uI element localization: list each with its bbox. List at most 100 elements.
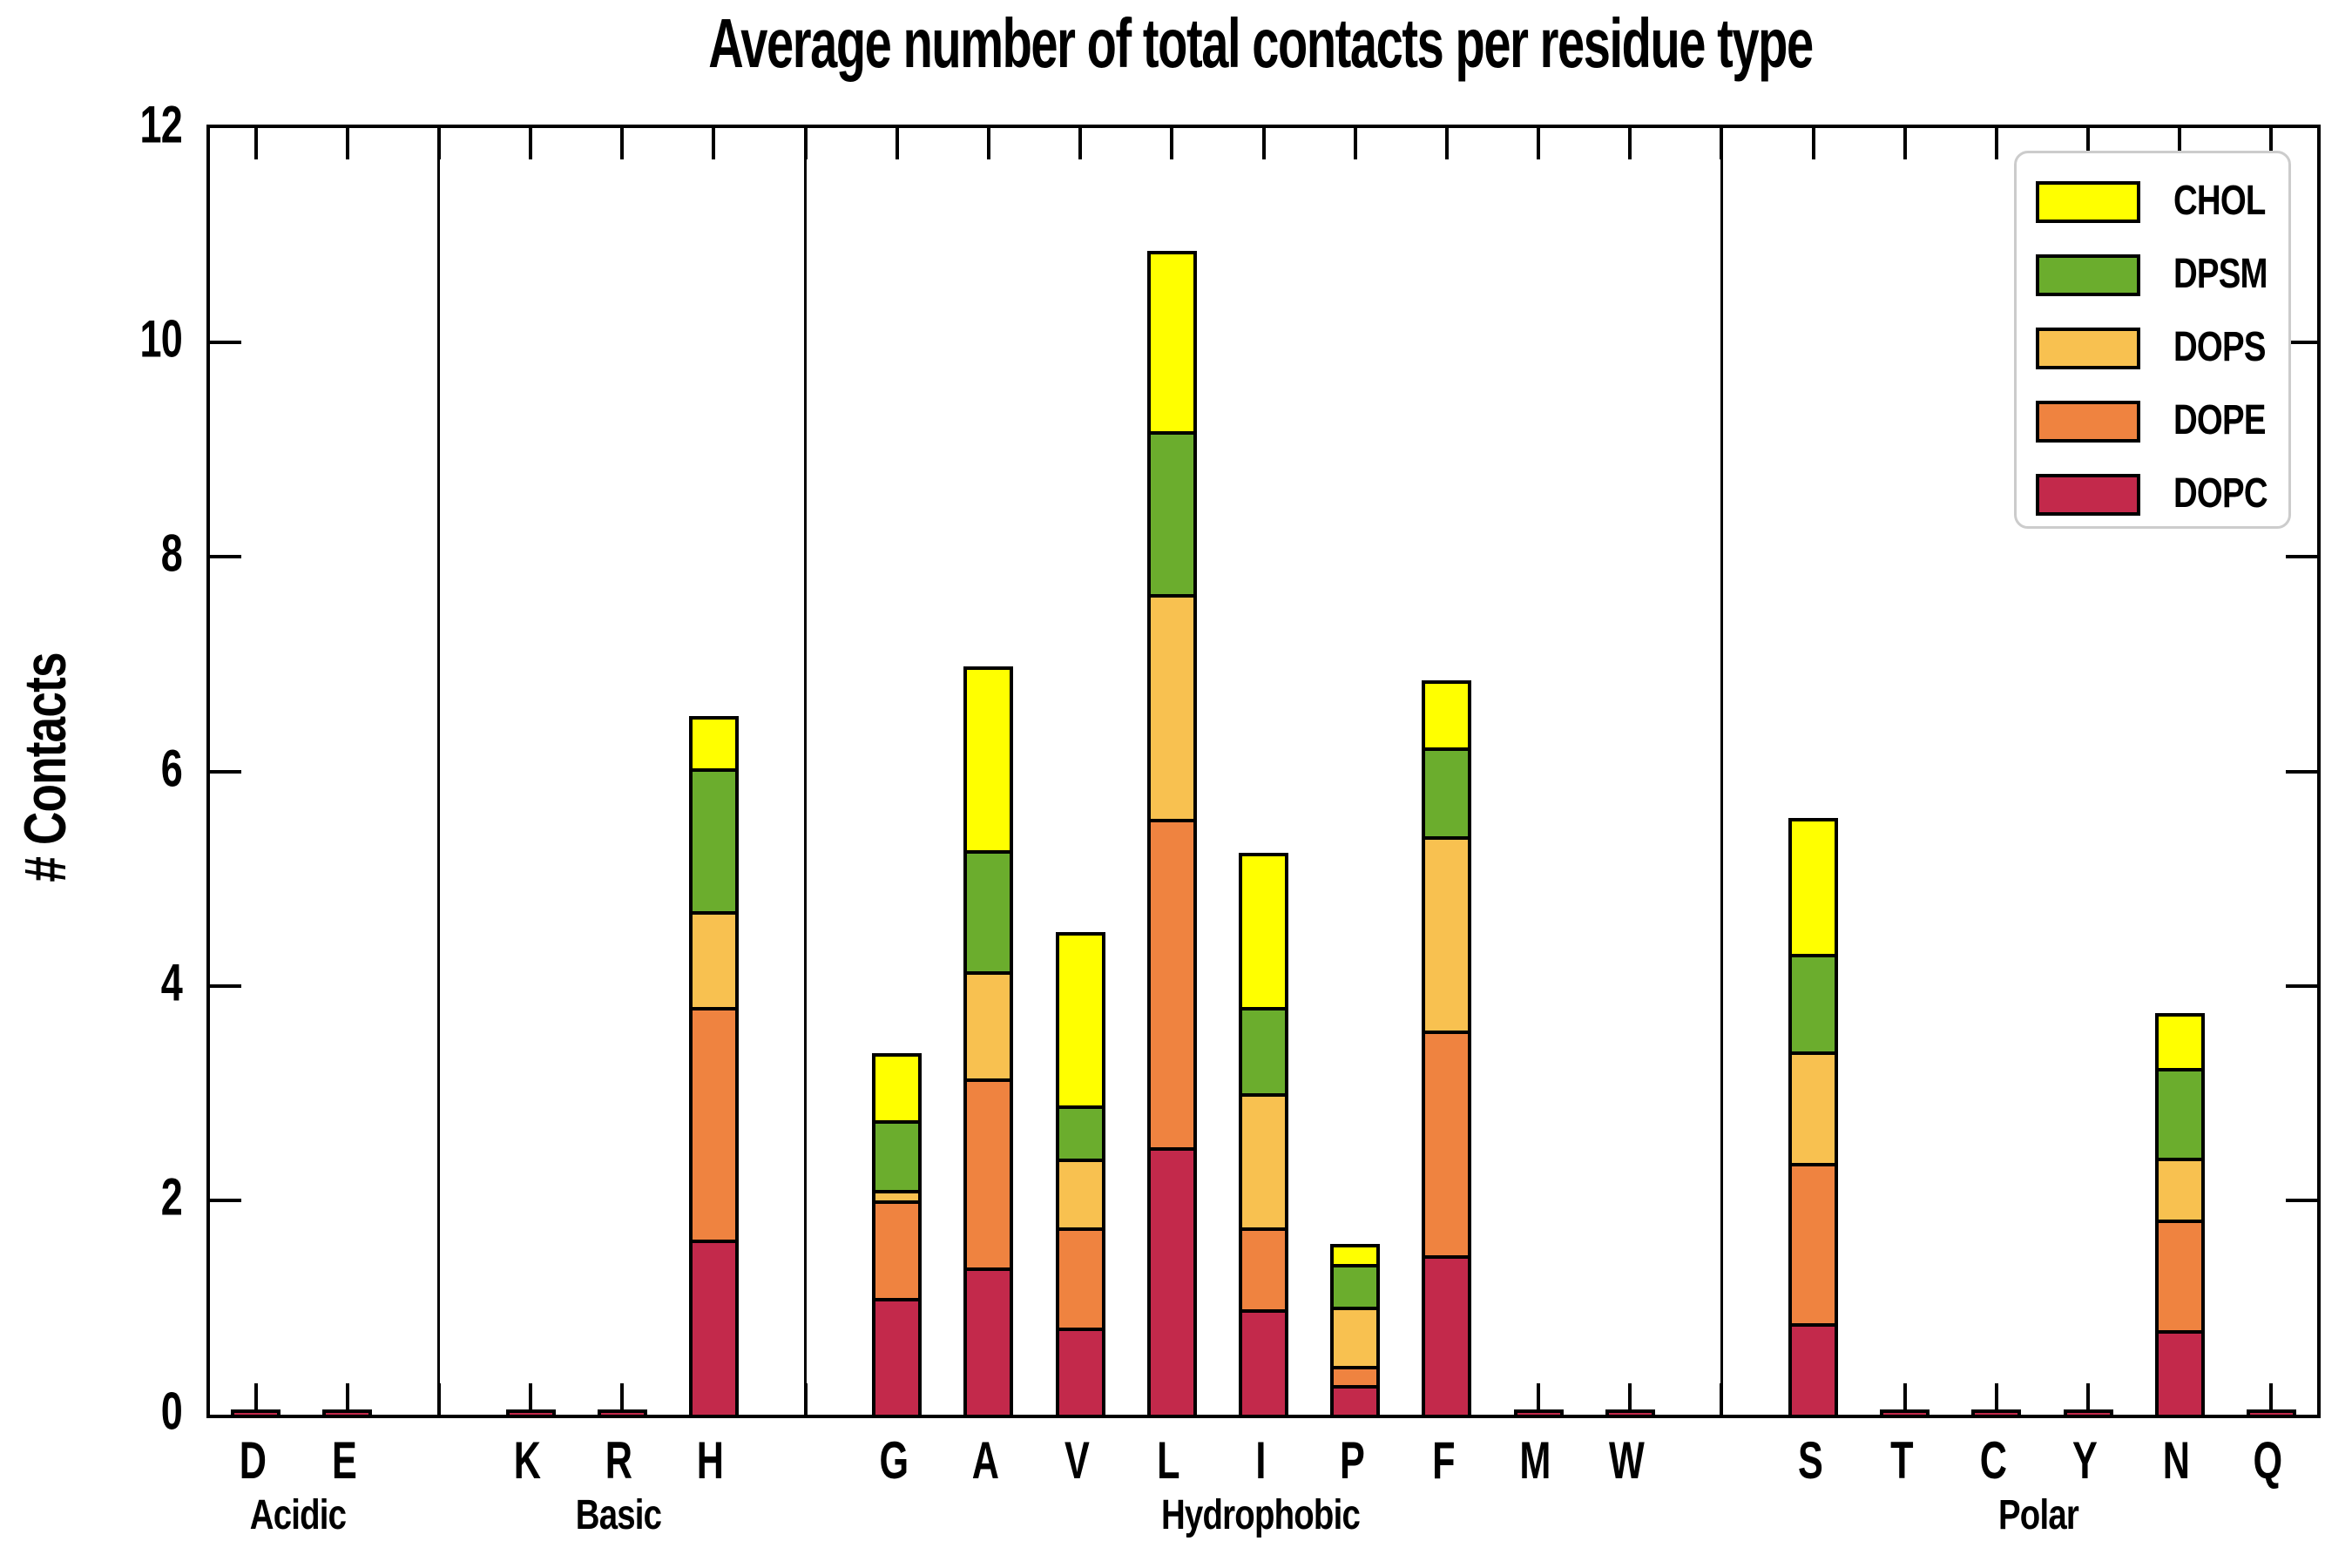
x-tick-label-L: L (1157, 1431, 1180, 1490)
bar-segment-border (692, 1239, 735, 1243)
bar-segment-border (692, 910, 735, 915)
legend-label-dops: DOPS (2173, 324, 2266, 370)
bar-segment-Y-DOPC (2066, 1412, 2110, 1415)
x-tick-mark (895, 128, 899, 159)
bar-segment-V-DOPC (1058, 1328, 1102, 1415)
bar-segment-H-DOPC (692, 1240, 735, 1415)
legend: CHOL DPSM DOPS DOPE DOPC (2014, 151, 2291, 529)
bar-segment-F-CHOL (1425, 683, 1469, 749)
bar-A (963, 666, 1014, 1418)
x-tick-label-N: N (2162, 1431, 2190, 1490)
bar-segment-border (2158, 1158, 2201, 1162)
bar-segment-V-DOPS (1058, 1160, 1102, 1230)
legend-label-dpsm: DPSM (2173, 251, 2268, 297)
group-divider (804, 128, 808, 1415)
y-tick-mark (2286, 769, 2317, 774)
bar-segment-border (692, 768, 735, 773)
bar-segment-Q-DOPC (2249, 1412, 2293, 1415)
x-tick-mark (2269, 128, 2274, 159)
bar-segment-border (1058, 1227, 1102, 1232)
bar-H (688, 716, 739, 1418)
x-tick-label-G: G (879, 1431, 909, 1490)
x-tick-label-Q: Q (2253, 1431, 2283, 1490)
group-divider (1720, 128, 1723, 1415)
bar-segment-F-DOPC (1425, 1257, 1469, 1415)
group-label-polar: Polar (1998, 1492, 2079, 1538)
bar-segment-border (1334, 1384, 1377, 1389)
y-tick-mark (2286, 555, 2317, 559)
bar-segment-P-DOPE (1334, 1367, 1377, 1387)
bar-E (322, 1409, 373, 1418)
y-tick-mark (210, 1198, 241, 1202)
bar-segment-I-DOPC (1242, 1310, 1285, 1415)
x-tick-mark (2269, 1383, 2274, 1415)
bar-T (1880, 1409, 1930, 1418)
x-tick-label-I: I (1254, 1431, 1266, 1490)
bar-segment-border (875, 1189, 919, 1193)
bar-segment-H-DPSM (692, 770, 735, 913)
bar-segment-L-DOPS (1150, 595, 1193, 821)
x-tick-mark (1170, 128, 1174, 159)
bar-segment-A-CHOL (967, 669, 1010, 852)
bar-segment-border (2158, 1220, 2201, 1224)
group-label-acidic: Acidic (249, 1492, 347, 1538)
x-tick-mark (253, 1383, 258, 1415)
bar-S (1788, 818, 1839, 1418)
x-tick-label-F: F (1432, 1431, 1455, 1490)
x-tick-mark (529, 1383, 533, 1415)
y-tick-label: 0 (160, 1382, 183, 1441)
x-tick-mark (1628, 1383, 1632, 1415)
bar-segment-S-CHOL (1792, 821, 1835, 956)
plot-area (206, 125, 2321, 1418)
bar-F (1422, 679, 1472, 1418)
x-tick-mark (345, 1383, 349, 1415)
x-tick-mark (1537, 128, 1541, 159)
bar-segment-A-DOPS (967, 972, 1010, 1080)
x-tick-mark (2178, 128, 2182, 159)
x-tick-mark (2086, 128, 2091, 159)
bar-segment-C-DOPC (1975, 1412, 2018, 1415)
x-tick-label-V: V (1064, 1431, 1090, 1490)
bar-segment-border (1242, 1093, 1285, 1098)
bar-segment-A-DPSM (967, 851, 1010, 973)
bar-segment-border (1150, 593, 1193, 598)
bar-segment-A-DOPC (967, 1268, 1010, 1415)
x-tick-mark (1444, 128, 1449, 159)
bar-segment-T-DOPC (1883, 1412, 1927, 1415)
bar-segment-N-DPSM (2158, 1069, 2201, 1160)
x-tick-mark (253, 128, 258, 159)
bar-segment-border (2158, 1330, 2201, 1335)
bar-G (872, 1052, 923, 1418)
bar-segment-V-DPSM (1058, 1106, 1102, 1161)
y-tick-label: 2 (160, 1167, 183, 1227)
bar-segment-border (1334, 1365, 1377, 1369)
bar-segment-S-DOPS (1792, 1053, 1835, 1166)
bar-segment-border (967, 1078, 1010, 1082)
bar-segment-border (1058, 1105, 1102, 1109)
bar-R (597, 1409, 647, 1418)
bar-segment-G-CHOL (875, 1056, 919, 1122)
x-tick-label-A: A (971, 1431, 999, 1490)
bar-segment-border (1150, 819, 1193, 823)
bar-segment-border (1150, 430, 1193, 435)
x-tick-mark (1078, 128, 1083, 159)
bar-segment-L-DPSM (1150, 432, 1193, 596)
bar-segment-H-CHOL (692, 720, 735, 771)
bar-segment-D-DOPC (234, 1412, 278, 1415)
x-tick-mark (1903, 128, 1907, 159)
bar-segment-L-DOPC (1150, 1148, 1193, 1415)
x-tick-mark (1994, 1383, 1998, 1415)
y-tick-mark (210, 555, 241, 559)
legend-swatch-chol (2036, 181, 2140, 223)
legend-swatch-dpsm (2036, 254, 2140, 296)
bar-C (1971, 1409, 2022, 1418)
bar-segment-N-DOPC (2158, 1332, 2201, 1415)
legend-swatch-dops (2036, 328, 2140, 369)
bar-N (2154, 1013, 2205, 1418)
bar-segment-I-DPSM (1242, 1008, 1285, 1096)
bar-segment-G-DOPC (875, 1300, 919, 1415)
x-tick-label-K: K (513, 1431, 541, 1490)
y-tick-mark (2286, 983, 2317, 988)
bar-Y (2063, 1409, 2113, 1418)
